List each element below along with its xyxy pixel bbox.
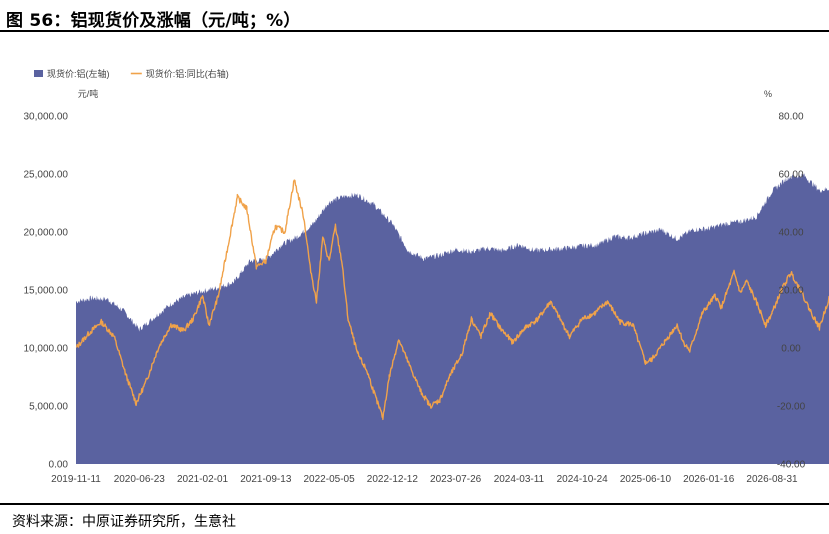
legend-label: 现货价:铝:同比(右轴) xyxy=(146,68,229,79)
price-chart: 0.00 5,000.00 10,000.00 15,000.00 20,000.00 2… xyxy=(24,68,829,485)
legend-swatch-area xyxy=(34,70,43,77)
left-tick-label: 5,000.00 xyxy=(29,402,68,413)
left-tick-label: 20,000.00 xyxy=(24,228,69,239)
bottom-divider xyxy=(0,503,829,505)
x-tick-label: 2022-12-12 xyxy=(367,474,419,485)
x-tick-label: 2022-05-05 xyxy=(304,474,356,485)
area-layer xyxy=(76,173,829,464)
right-tick-label: 20.00 xyxy=(778,286,803,297)
x-tick-label: 2019-11-11 xyxy=(51,474,101,485)
source-note: 资料来源：中原证券研究所，生意社 xyxy=(12,514,236,530)
x-tick-label: 2024-03-11 xyxy=(494,474,545,485)
x-axis-ticks: 2019-11-11 2020-06-23 2021-02-01 2021-09-13… xyxy=(51,474,798,485)
left-tick-label: 0.00 xyxy=(49,460,69,471)
left-axis-unit: 元/吨 xyxy=(78,88,99,99)
left-tick-label: 25,000.00 xyxy=(24,170,69,181)
right-tick-label: 80.00 xyxy=(778,112,803,123)
right-axis-unit: % xyxy=(764,89,772,99)
right-tick-label: -20.00 xyxy=(777,402,806,413)
right-tick-label: 60.00 xyxy=(778,170,803,181)
figure-title: 图 56：铝现货价及涨幅（元/吨；%） xyxy=(6,11,301,31)
x-tick-label: 2025-06-10 xyxy=(620,474,672,485)
x-tick-label: 2024-10-24 xyxy=(557,474,609,485)
top-divider xyxy=(0,30,829,32)
right-tick-label: 40.00 xyxy=(778,228,803,239)
legend-label: 现货价:铝(左轴) xyxy=(47,68,110,79)
x-tick-label: 2023-07-26 xyxy=(430,474,482,485)
left-tick-label: 15,000.00 xyxy=(24,286,69,297)
x-tick-label: 2020-06-23 xyxy=(114,474,166,485)
aluminum-yoy-line xyxy=(75,179,829,421)
line-layer xyxy=(75,179,829,421)
x-tick-label: 2026-01-16 xyxy=(683,474,735,485)
x-tick-label: 2026-08-31 xyxy=(746,474,798,485)
right-axis-ticks: -40.00 -20.00 0.00 20.00 40.00 60.00 80.00 xyxy=(777,112,806,471)
x-tick-label: 2021-02-01 xyxy=(177,474,229,485)
right-tick-label: -40.00 xyxy=(777,460,806,471)
left-tick-label: 10,000.00 xyxy=(24,344,69,355)
left-axis-ticks: 0.00 5,000.00 10,000.00 15,000.00 20,000.00 2… xyxy=(24,112,69,471)
right-tick-label: 0.00 xyxy=(781,344,801,355)
legend: 现货价:铝(左轴) 现货价:铝:同比(右轴) xyxy=(34,68,229,79)
x-tick-label: 2021-09-13 xyxy=(240,474,292,485)
left-tick-label: 30,000.00 xyxy=(24,112,69,123)
aluminum-spot-price-area xyxy=(76,173,829,464)
